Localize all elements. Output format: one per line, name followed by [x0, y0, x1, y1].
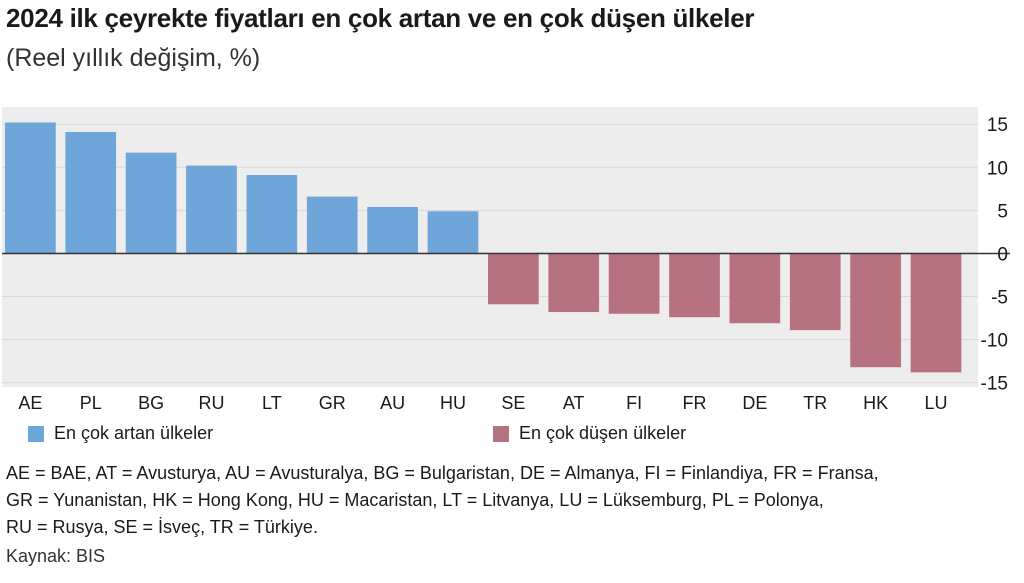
bar-hk: [850, 253, 901, 368]
x-tick-label: TR: [803, 393, 827, 413]
bar-lt: [246, 175, 298, 254]
bar-se: [488, 253, 539, 305]
legend-swatch-falling: [493, 425, 509, 442]
y-tick-label: 15: [987, 115, 1008, 136]
y-tick-label: -10: [981, 331, 1008, 352]
bar-lu: [910, 253, 962, 373]
chart-subtitle: (Reel yıllık değişim, %): [6, 44, 261, 72]
bar-gr: [306, 196, 358, 254]
x-tick-label: HK: [863, 393, 888, 413]
x-tick-label: LU: [924, 393, 947, 413]
x-tick-label: AE: [18, 393, 42, 413]
legend-label-falling: En çok düşen ülkeler: [519, 423, 687, 443]
abbreviations-line-3: RU = Rusya, SE = İsveç, TR = Türkiye.: [6, 517, 318, 537]
bar-au: [367, 206, 418, 254]
y-tick-label: 5: [997, 201, 1008, 222]
bar-de: [729, 253, 781, 324]
y-tick-label: 10: [987, 158, 1008, 179]
legend-swatch-rising: [28, 425, 44, 442]
chart-title: 2024 ilk çeyrekte fiyatları en çok artan…: [6, 3, 755, 33]
x-tick-label: HU: [440, 393, 466, 413]
bar-ru: [186, 165, 237, 254]
bar-ae: [5, 122, 56, 254]
x-tick-label: GR: [319, 393, 346, 413]
bar-bg: [125, 152, 177, 254]
x-tick-label: RU: [198, 393, 224, 413]
legend-item-falling: En çok düşen ülkeler: [493, 423, 686, 444]
bar-pl: [65, 131, 117, 254]
bar-at: [548, 253, 600, 313]
y-tick-label: -15: [981, 374, 1008, 395]
x-tick-label: LT: [262, 393, 282, 413]
x-tick-label: AU: [380, 393, 405, 413]
x-tick-label: PL: [80, 393, 102, 413]
abbreviations-line-1: AE = BAE, AT = Avusturya, AU = Avustural…: [6, 463, 879, 483]
x-tick-label: AT: [563, 393, 585, 413]
bars: [5, 122, 962, 373]
bar-fi: [608, 253, 660, 314]
legend-item-rising: En çok artan ülkeler: [28, 423, 213, 444]
bar-hu: [427, 211, 479, 254]
bar-tr: [789, 253, 841, 331]
x-tick-label: FI: [626, 393, 642, 413]
y-tick-label: 0: [997, 244, 1008, 265]
abbreviations-line-2: GR = Yunanistan, HK = Hong Kong, HU = Ma…: [6, 490, 824, 510]
legend-label-rising: En çok artan ülkeler: [54, 423, 214, 443]
x-tick-label: FR: [682, 393, 706, 413]
axes: 15 10 5 0 -5 -10 -15 AE PL BG RU LT GR AU HU SE AT FI FR DE…: [2, 115, 1010, 413]
x-tick-label: BG: [138, 393, 164, 413]
x-tick-label: SE: [501, 393, 525, 413]
y-tick-label: -5: [991, 288, 1008, 309]
source-note: Kaynak: BIS: [6, 546, 106, 566]
bar-chart: 15 10 5 0 -5 -10 -15 AE PL BG RU LT GR AU HU SE AT FI FR DE…: [2, 107, 1010, 413]
x-tick-label: DE: [742, 393, 767, 413]
bar-fr: [669, 253, 720, 318]
